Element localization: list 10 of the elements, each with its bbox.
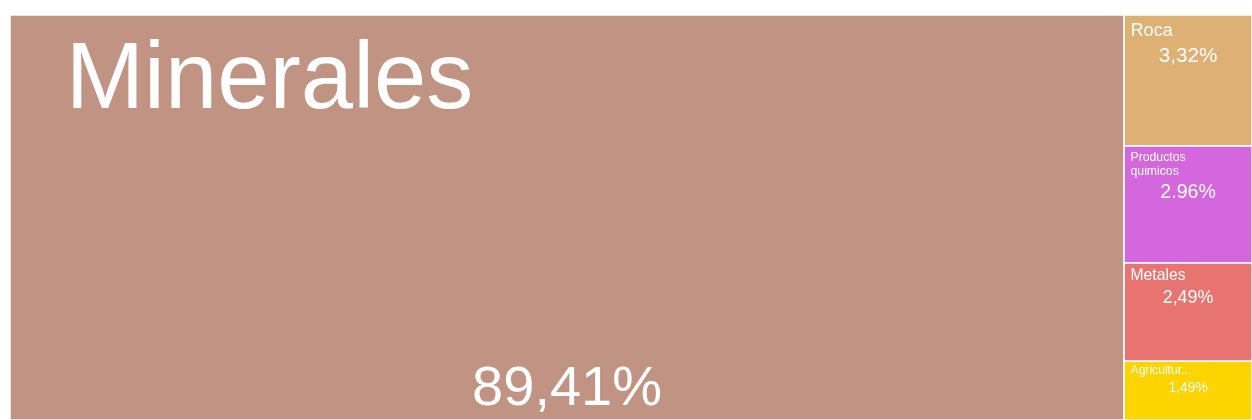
data-label: 1,49% [1168,379,1208,396]
category-label: Roca [1130,19,1174,40]
category-label: Metales [1130,265,1186,283]
data-label: 2.96% [1160,179,1216,202]
category-label: Agricultur... [1130,362,1192,377]
category-label: Minerales [65,23,474,129]
data-label: 89,41% [472,354,663,418]
category-label: Productos quimicos [1130,150,1186,178]
data-label: 2,49% [1162,286,1214,307]
data-label: 3,32% [1158,42,1218,66]
